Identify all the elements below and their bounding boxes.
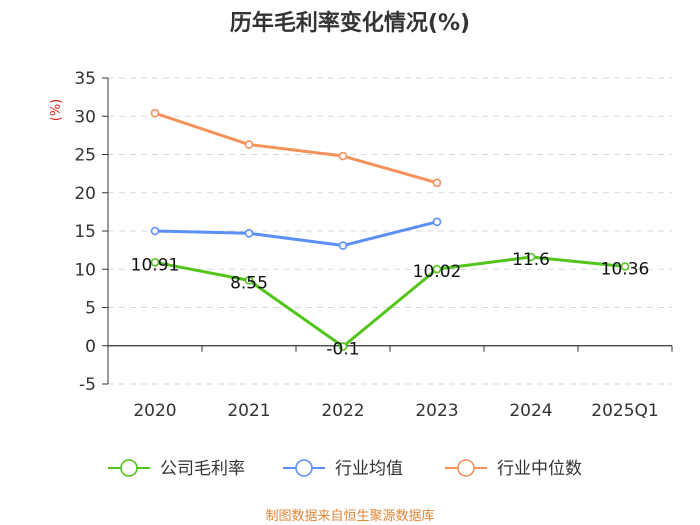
- x-tick-label: 2024: [509, 401, 552, 421]
- legend-marker: [457, 459, 475, 477]
- y-tick-label: 15: [74, 222, 96, 242]
- y-tick-label: 5: [85, 299, 96, 319]
- data-point: [244, 276, 254, 285]
- legend-item[interactable]: 公司毛利率: [108, 459, 245, 479]
- legend-marker: [120, 459, 138, 477]
- data-point: [338, 151, 348, 161]
- data-point: [432, 178, 442, 188]
- legend-item[interactable]: 行业中位数: [445, 459, 582, 479]
- y-ticks: -5 0 5 10 15 20 25 30 35: [74, 69, 108, 395]
- legend-label: 行业中位数: [497, 459, 582, 479]
- y-tick-label: 25: [74, 146, 96, 166]
- legend-label: 行业均值: [335, 459, 403, 479]
- data-label: 11.6: [512, 250, 550, 270]
- data-label: 8.55: [230, 273, 268, 293]
- x-tick-label: 2025Q1: [591, 401, 658, 421]
- series-line: [154, 220, 438, 248]
- data-point: [432, 217, 442, 227]
- data-point: [244, 228, 254, 238]
- series-layer: 10.91 8.55 -0.1 10.02 11.6 10.36: [131, 108, 650, 360]
- data-point: [150, 226, 160, 236]
- data-point: [150, 108, 160, 118]
- data-point: [244, 140, 254, 149]
- data-point: [338, 342, 348, 351]
- data-label: -0.1: [326, 340, 359, 360]
- y-tick-label: 0: [85, 337, 96, 357]
- y-tick-label: 10: [74, 260, 96, 280]
- y-tick-label: -5: [79, 375, 96, 395]
- data-label: 10.02: [413, 262, 462, 282]
- series-line: [154, 255, 626, 349]
- legend-marker: [295, 459, 313, 477]
- data-point: [150, 257, 160, 267]
- x-ticks: 2020 2021 2022 2023 2024 2025Q1: [107, 345, 673, 421]
- y-tick-label: 35: [74, 69, 96, 89]
- data-point: [526, 252, 536, 262]
- series-line: [154, 111, 438, 185]
- legend-item[interactable]: 行业均值: [283, 459, 403, 479]
- x-tick-label: 2022: [321, 401, 364, 421]
- y-tick-label: 20: [74, 184, 96, 204]
- y-axis-label: (%): [49, 99, 64, 122]
- data-label: 10.36: [601, 259, 650, 279]
- chart-title: 历年毛利率变化情况(%): [230, 10, 470, 36]
- legend-label: 公司毛利率: [160, 459, 245, 479]
- data-label: 10.91: [131, 255, 180, 275]
- data-point: [620, 262, 630, 271]
- x-tick-label: 2023: [415, 401, 458, 421]
- source-note: 制图数据来自恒生聚源数据库: [265, 508, 434, 524]
- x-tick-label: 2021: [227, 401, 270, 421]
- data-point: [338, 241, 348, 250]
- y-tick-label: 30: [74, 107, 96, 127]
- legend[interactable]: 公司毛利率 行业均值 行业中位数: [108, 459, 582, 479]
- x-tick-label: 2020: [133, 401, 176, 421]
- data-point: [432, 264, 442, 274]
